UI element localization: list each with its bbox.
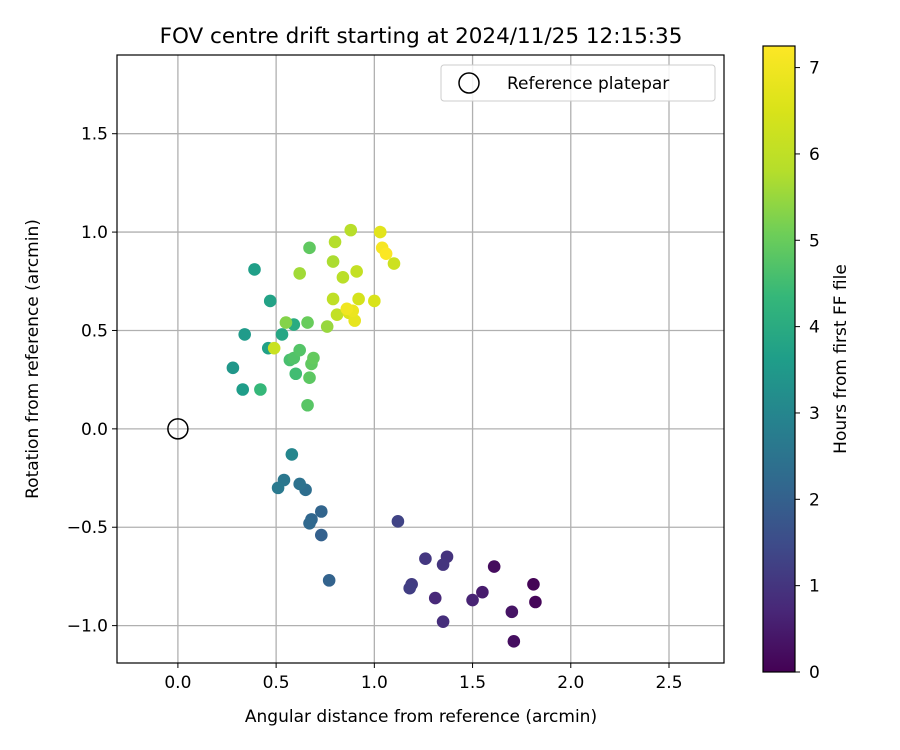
- data-point: [314, 528, 328, 542]
- x-tick-label: 0.5: [263, 673, 290, 693]
- legend-label: Reference platepar: [507, 74, 669, 94]
- x-tick-label: 2.5: [655, 673, 682, 693]
- data-point: [326, 292, 340, 306]
- y-tick-label: −1.0: [67, 617, 108, 637]
- data-point: [330, 308, 344, 322]
- data-point: [226, 361, 240, 375]
- x-tick-label: 1.5: [459, 673, 486, 693]
- data-point: [301, 316, 314, 329]
- data-point: [293, 477, 306, 491]
- data-point: [379, 247, 393, 261]
- x-axis-ticks: 0.0 0.5 1.0 1.5 2.0 2.5: [164, 663, 683, 693]
- plot-frame: [116, 54, 725, 664]
- y-axis-ticks: −1.0 −0.5 0.0 0.5 1.0 1.5: [67, 125, 117, 637]
- data-point: [263, 294, 277, 308]
- grid: [117, 55, 724, 663]
- colorbar-tick-label: 4: [809, 318, 820, 338]
- x-tick-label: 1.0: [361, 673, 388, 693]
- data-point: [303, 516, 316, 530]
- data-point: [352, 292, 365, 306]
- data-point: [373, 225, 387, 239]
- y-tick-label: −0.5: [67, 518, 108, 538]
- data-point: [279, 316, 293, 329]
- data-point: [314, 505, 328, 518]
- reference-marker: [167, 418, 189, 440]
- y-tick-label: 0.5: [81, 321, 108, 341]
- data-point: [403, 581, 416, 595]
- data-point: [303, 241, 316, 255]
- data-point: [387, 257, 401, 270]
- data-point: [301, 398, 314, 412]
- data-points: [226, 223, 542, 648]
- data-point: [350, 265, 363, 278]
- colorbar-tick-label: 7: [809, 59, 820, 79]
- data-point: [293, 267, 306, 280]
- data-point: [236, 383, 250, 396]
- data-point: [248, 263, 261, 276]
- y-tick-label: 1.5: [81, 125, 108, 145]
- data-point: [436, 615, 450, 628]
- chart-title: FOV centre drift starting at 2024/11/25 …: [160, 24, 683, 49]
- x-tick-label: 2.0: [557, 673, 584, 693]
- data-point: [391, 515, 405, 528]
- data-point: [320, 320, 334, 333]
- legend: Reference platepar: [440, 64, 716, 102]
- data-point: [466, 593, 479, 607]
- colorbar-tick-label: 5: [809, 231, 820, 251]
- data-point: [275, 328, 289, 341]
- legend-marker: [458, 72, 480, 94]
- data-point: [303, 371, 316, 384]
- colorbar-label: Hours from first FF file: [831, 264, 851, 454]
- data-point: [238, 328, 251, 341]
- x-tick-label: 0.0: [164, 673, 191, 693]
- colorbar-tick-label: 2: [809, 490, 820, 510]
- data-point: [336, 271, 350, 284]
- data-point: [322, 574, 336, 587]
- data-point: [340, 302, 354, 316]
- plot-background: [117, 55, 724, 663]
- data-point: [289, 367, 303, 381]
- colorbar: [762, 45, 796, 673]
- data-point: [344, 223, 358, 237]
- data-point: [476, 585, 489, 599]
- data-point: [271, 481, 285, 495]
- data-point: [307, 351, 320, 365]
- data-point: [267, 341, 281, 355]
- data-point: [436, 558, 450, 571]
- data-point: [529, 595, 542, 609]
- y-tick-label: 0.0: [81, 420, 108, 440]
- colorbar-tick-label: 1: [809, 577, 820, 597]
- y-tick-label: 1.0: [81, 223, 108, 243]
- data-point: [507, 635, 521, 648]
- data-point: [419, 552, 432, 566]
- data-point: [328, 235, 342, 249]
- legend-box: [440, 64, 716, 102]
- data-point: [368, 294, 381, 308]
- colorbar-ticks: 0 1 2 3 4 5 6 7: [795, 59, 820, 683]
- colorbar-tick-label: 6: [809, 145, 820, 165]
- data-point: [348, 314, 361, 327]
- data-point: [254, 383, 267, 396]
- x-axis-label: Angular distance from reference (arcmin): [245, 707, 597, 727]
- data-point: [285, 448, 299, 461]
- y-axis-label: Rotation from reference (arcmin): [23, 219, 43, 499]
- data-point: [326, 255, 340, 268]
- data-point: [428, 591, 442, 605]
- data-point: [505, 605, 519, 619]
- data-point: [293, 343, 306, 357]
- data-point: [487, 560, 501, 573]
- colorbar-tick-label: 3: [809, 404, 820, 424]
- colorbar-tick-label: 0: [809, 663, 820, 683]
- data-point: [527, 577, 540, 591]
